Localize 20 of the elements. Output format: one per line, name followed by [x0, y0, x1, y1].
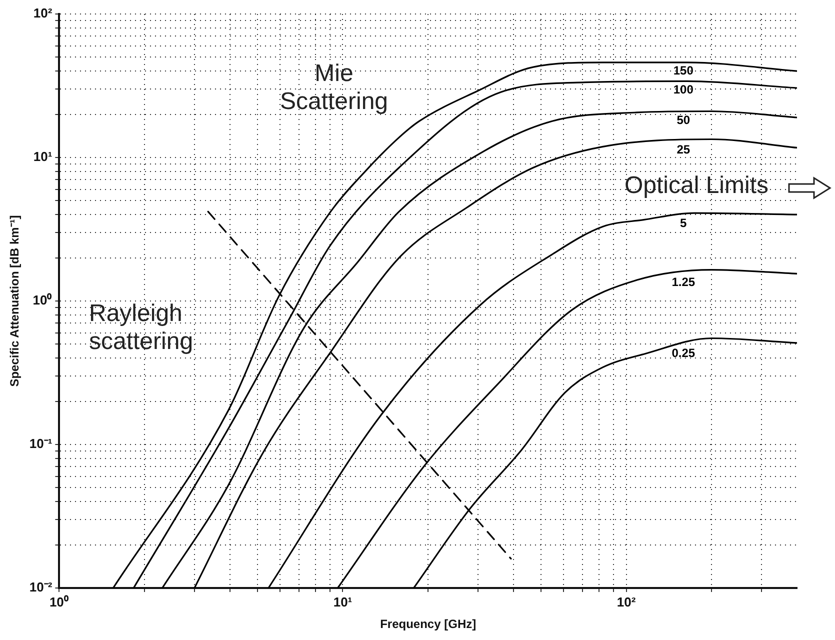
x-tick-label: 10¹: [333, 594, 352, 610]
y-axis-title: Specific Attenuation [dB km⁻¹]: [8, 215, 22, 387]
annotation: Mie Scattering: [278, 60, 390, 116]
annotation: Optical Limits: [623, 172, 770, 200]
annotation: Rayleigh scattering: [88, 300, 194, 356]
series-label: 50: [676, 113, 690, 128]
series-label: 25: [676, 142, 690, 156]
series-label: 5: [680, 216, 688, 230]
y-tick-label: 10⁻²: [29, 580, 53, 595]
series-label: 1.25: [672, 274, 696, 289]
series-label: 0.25: [672, 346, 696, 360]
x-tick-label: 10⁰: [49, 594, 69, 610]
x-tick-label: 10²: [616, 594, 636, 610]
y-tick-label: 10²: [33, 6, 53, 21]
y-tick-label: 10¹: [33, 149, 52, 164]
y-tick-label: 10⁰: [32, 292, 52, 308]
series-label: 100: [673, 82, 694, 97]
x-axis-title: Frequency [GHz]: [380, 617, 476, 632]
series-label: 150: [673, 64, 694, 78]
y-tick-label: 10⁻¹: [29, 436, 52, 452]
